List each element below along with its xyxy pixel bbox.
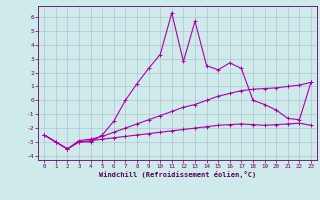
- X-axis label: Windchill (Refroidissement éolien,°C): Windchill (Refroidissement éolien,°C): [99, 171, 256, 178]
